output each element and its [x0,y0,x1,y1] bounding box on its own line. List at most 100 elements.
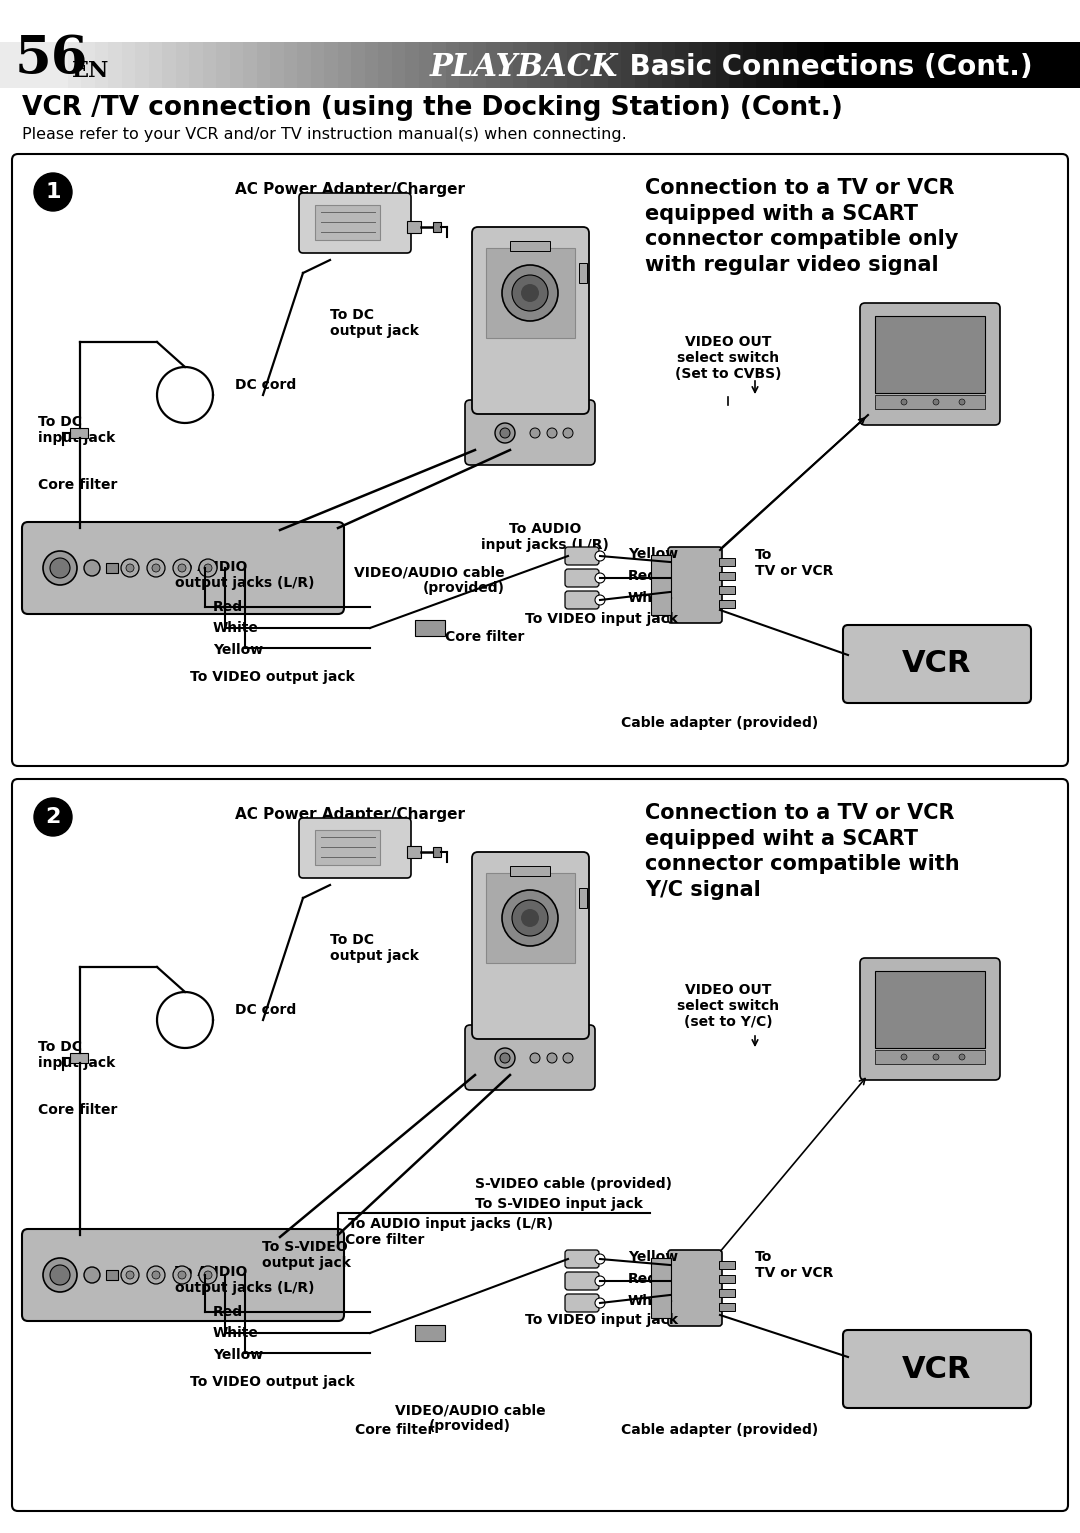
Circle shape [901,399,907,405]
Text: Red: Red [213,1305,243,1318]
Bar [229,41,244,87]
FancyBboxPatch shape [669,1249,723,1326]
Bar [719,1303,735,1311]
Bar [27,41,41,87]
Text: AC Power Adapter/Charger: AC Power Adapter/Charger [235,182,465,198]
Text: Red: Red [213,599,243,615]
Bar [877,41,892,87]
Circle shape [199,1266,217,1285]
Bar [391,41,406,87]
Text: To
TV or VCR: To TV or VCR [755,1249,834,1280]
Bar [719,1262,735,1269]
Text: Red: Red [627,569,658,583]
Text: White: White [627,592,674,606]
Text: VCR /TV connection (using the Docking Station) (Cont.): VCR /TV connection (using the Docking St… [22,95,842,121]
Bar [510,866,550,875]
Bar [311,41,325,87]
Circle shape [495,423,515,443]
Circle shape [50,1265,70,1285]
Bar [621,41,635,87]
Circle shape [126,564,134,572]
FancyBboxPatch shape [565,547,599,566]
Bar [315,829,380,865]
Circle shape [152,1271,160,1279]
Bar [203,41,217,87]
Bar [432,41,446,87]
Bar [419,41,433,87]
Circle shape [595,550,605,561]
Circle shape [84,560,100,576]
Bar [510,241,550,251]
Text: To S-VIDEO
output jack: To S-VIDEO output jack [262,1240,351,1271]
Bar [433,848,441,857]
Text: 1: 1 [45,182,60,202]
Bar [70,1053,87,1062]
Text: 2: 2 [45,806,60,826]
Bar [446,41,460,87]
FancyBboxPatch shape [860,304,1000,425]
FancyBboxPatch shape [843,1331,1031,1407]
Bar [797,41,811,87]
Bar [108,41,122,87]
Bar [81,41,95,87]
Bar [473,41,487,87]
Bar [875,1050,985,1064]
Text: Connection to a TV or VCR
equipped wiht a SCART
connector compatible with
Y/C si: Connection to a TV or VCR equipped wiht … [645,803,960,900]
Circle shape [500,428,510,438]
Text: EN: EN [72,60,109,81]
Bar [175,41,190,87]
Bar [1039,41,1054,87]
Circle shape [563,1053,573,1062]
Bar [648,41,662,87]
Text: To AUDIO
output jacks (L/R): To AUDIO output jacks (L/R) [175,1265,314,1295]
Circle shape [530,428,540,438]
FancyBboxPatch shape [669,547,723,622]
Bar [783,41,797,87]
Text: To VIDEO input jack: To VIDEO input jack [525,612,678,625]
Circle shape [933,1055,939,1059]
Text: To AUDIO
input jacks (L/R): To AUDIO input jacks (L/R) [481,523,609,552]
Circle shape [546,1053,557,1062]
Bar [0,0,1080,41]
Circle shape [199,560,217,576]
Circle shape [502,265,558,320]
Bar [405,41,419,87]
Circle shape [126,1271,134,1279]
Bar [216,41,230,87]
Bar [540,41,554,87]
Circle shape [43,550,77,586]
Bar [851,41,865,87]
Text: White: White [213,1326,259,1340]
Bar [651,1259,671,1318]
Bar [407,221,421,233]
Text: White: White [627,1294,674,1308]
Bar [365,41,379,87]
Circle shape [204,564,212,572]
Circle shape [495,1049,515,1069]
Bar [661,41,676,87]
Circle shape [500,1053,510,1062]
FancyBboxPatch shape [12,153,1068,766]
Text: Red: Red [627,1272,658,1286]
Bar [875,396,985,409]
FancyBboxPatch shape [472,852,589,1039]
Bar [702,41,716,87]
Circle shape [33,173,72,212]
Circle shape [595,595,605,606]
Text: VIDEO/AUDIO cable
(provided): VIDEO/AUDIO cable (provided) [394,1403,545,1433]
Bar [743,41,757,87]
Text: 56: 56 [15,34,89,84]
Bar [719,572,735,579]
Text: Yellow: Yellow [213,642,264,658]
Bar [905,41,919,87]
Circle shape [50,558,70,578]
Bar [875,970,985,1049]
Bar [675,41,689,87]
Bar [1067,41,1080,87]
Text: DC cord: DC cord [235,1003,296,1016]
Bar [729,41,743,87]
Circle shape [595,573,605,583]
Bar [121,41,136,87]
FancyBboxPatch shape [465,1026,595,1090]
Circle shape [152,564,160,572]
